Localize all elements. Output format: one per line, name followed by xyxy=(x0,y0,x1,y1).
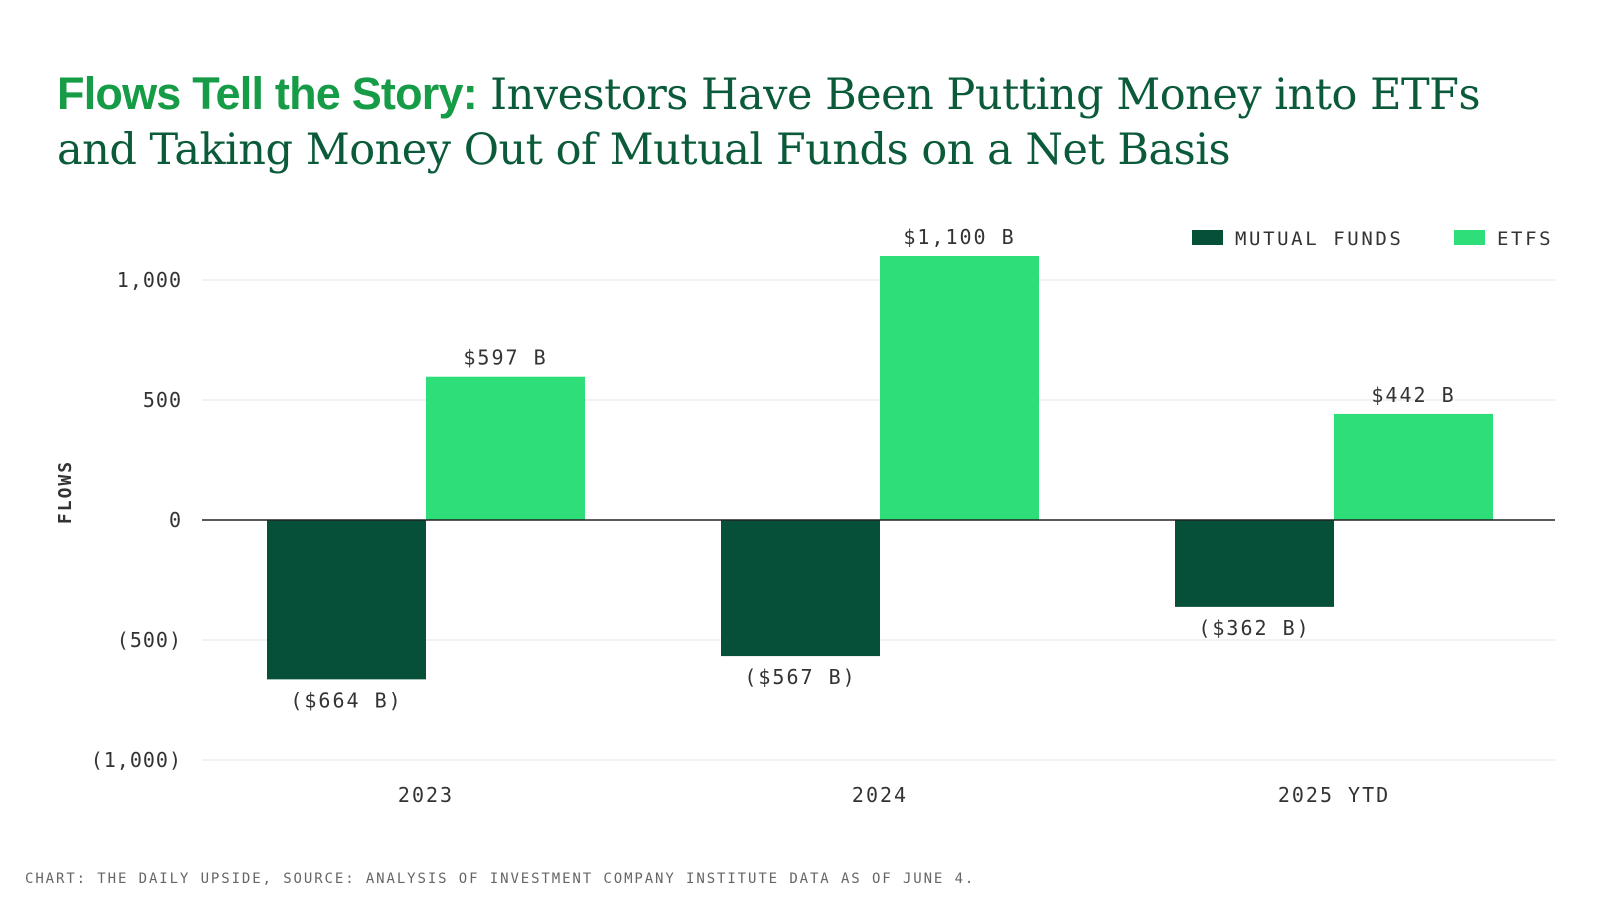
etfs-bar-2 xyxy=(1334,413,1493,520)
etfs-legend-swatch xyxy=(1454,230,1485,245)
etfs-legend-label: ETFS xyxy=(1497,228,1553,250)
data-label: $1,100 B xyxy=(903,225,1015,249)
mutual-funds-legend-label: MUTUAL FUNDS xyxy=(1235,228,1403,250)
x-tick-label: 2023 xyxy=(398,783,454,807)
mutual-funds-bar-2 xyxy=(1175,520,1334,607)
y-axis-ticks: 1,000 500 0 (500) (1,000) xyxy=(91,268,182,772)
chart-title-lead: Flows Tell the Story: xyxy=(57,68,478,119)
x-tick-label: 2024 xyxy=(852,783,908,807)
y-tick-label: (1,000) xyxy=(91,748,182,772)
data-label: ($664 B) xyxy=(290,688,402,712)
mutual-funds-legend-swatch xyxy=(1192,230,1223,245)
data-label: $442 B xyxy=(1371,383,1455,407)
y-tick-label: (500) xyxy=(117,628,182,652)
source-footnote: CHART: THE DAILY UPSIDE, SOURCE: ANALYSI… xyxy=(25,871,976,887)
y-tick-label: 0 xyxy=(169,508,182,532)
x-tick-label: 2025 YTD xyxy=(1278,783,1390,807)
chart-title: Flows Tell the Story: Investors Have Bee… xyxy=(57,66,1557,178)
data-label: $597 B xyxy=(463,346,547,370)
mutual-funds-bar-1 xyxy=(721,520,880,657)
y-tick-label: 1,000 xyxy=(117,268,182,292)
etfs-bar-0 xyxy=(426,376,585,520)
mutual-funds-bar-0 xyxy=(267,520,426,680)
x-axis-ticks: 2023 2024 2025 YTD xyxy=(398,783,1390,807)
etfs-bar-1 xyxy=(880,256,1039,520)
data-labels: ($664 B) $597 B ($567 B) $1,100 B ($362 B) $4… xyxy=(290,225,1455,712)
chart-title-rest: Investors Have Been Putting Money into E… xyxy=(57,70,1481,175)
data-label: ($567 B) xyxy=(744,665,856,689)
y-axis-label: FLOWS xyxy=(55,460,76,524)
legend: MUTUAL FUNDS ETFS xyxy=(1192,228,1553,250)
y-tick-label: 500 xyxy=(143,388,182,412)
data-label: ($362 B) xyxy=(1198,616,1310,640)
bars xyxy=(267,256,1493,680)
